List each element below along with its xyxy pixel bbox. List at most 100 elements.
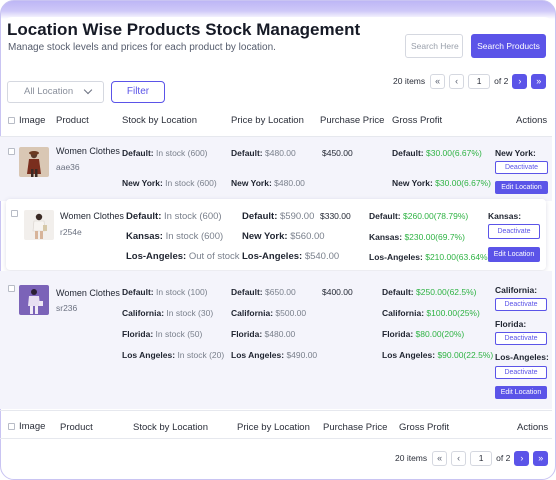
col-purchase-price: Purchase Price [323,422,388,433]
first-page-icon[interactable]: « [430,73,446,89]
product-image [19,147,49,177]
row-checkbox[interactable] [8,285,15,292]
edit-location-button[interactable]: Edit Location [495,386,547,399]
price-location: Los Angeles: [231,350,285,360]
select-all-checkbox-footer[interactable] [8,423,15,430]
product-name: Women Clothes [60,211,124,221]
table-row [0,137,552,201]
stock-entry: Default: In stock (600) [126,211,222,222]
price-value: $490.00 [286,350,318,360]
table-row-highlighted [6,199,546,270]
stock-value: Out of stock [188,251,240,262]
row-checkbox[interactable] [11,210,18,217]
profit-entry: Default: $30.00(6.67%) [392,148,482,158]
price-entry: California: $500.00 [231,308,306,318]
price-value: $500.00 [275,308,307,318]
col-image: Image [19,115,46,126]
profit-entry: New York: $30.00(6.67%) [392,178,491,188]
price-value: $480.00 [264,329,296,339]
profit-entry: Default: $260.00(78.79%) [369,211,468,221]
price-value: $480.00 [265,148,296,158]
header-divider [0,136,552,137]
price-location: California: [231,308,274,318]
last-page-icon[interactable]: » [531,73,547,89]
purchase-price: $330.00 [320,211,351,221]
page-number-input[interactable]: 1 [468,73,491,89]
profit-entry: California: $100.00(25%) [382,308,480,318]
col-stock: Stock by Location [122,115,197,126]
profit-location: Florida: [382,329,414,339]
next-page-icon[interactable]: › [512,73,528,89]
prev-page-icon[interactable]: ‹ [449,73,465,89]
edit-location-button[interactable]: Edit Location [488,247,540,262]
item-count: 20 items [395,453,428,463]
last-page-icon[interactable]: » [533,450,549,466]
price-entry: Default: $480.00 [231,148,296,158]
stock-entry: Los Angeles: In stock (20) [122,350,224,360]
purchase-price: $400.00 [322,287,353,297]
price-location: New York: [231,178,272,188]
product-sku: aae36 [56,162,80,172]
profit-entry: Florida: $80.00(20%) [382,329,464,339]
prev-page-icon[interactable]: ‹ [451,450,467,466]
deactivate-button[interactable]: Deactivate [495,161,548,174]
purchase-price: $450.00 [322,148,353,158]
search-input[interactable] [405,34,463,58]
filter-button[interactable]: Filter [111,81,165,103]
page-title: Location Wise Products Stock Management [7,20,361,39]
location-select-value: All Location [24,86,74,97]
edit-location-button[interactable]: Edit Location [495,181,548,194]
col-actions: Actions [517,422,549,433]
page-total: of 2 [494,76,509,86]
item-count: 20 items [393,76,426,86]
row-checkbox[interactable] [8,148,15,155]
search-products-button[interactable]: Search Products [471,34,546,58]
first-page-icon[interactable]: « [432,450,448,466]
price-entry: Los-Angeles: $540.00 [242,251,339,262]
action-location-label: Florida: [495,319,527,329]
price-location: New York: [242,231,288,242]
stock-entry: Florida: In stock (50) [122,329,202,339]
location-select[interactable]: All Location [7,81,104,103]
product-name: Women Clothes [56,288,120,298]
profit-value: $100.00(25%) [426,308,480,318]
action-location-label: California: [495,285,538,295]
col-product: Product [56,115,89,126]
stock-location: Los Angeles: [122,350,176,360]
price-location: Los-Angeles: [242,251,303,262]
price-entry: Default: $590.00 [242,211,314,222]
stock-value: In stock (100) [156,287,208,297]
profit-value: $30.00(6.67%) [426,148,482,158]
stock-value: In stock (600) [156,148,208,158]
col-actions: Actions [516,115,548,126]
stock-entry: Kansas: In stock (600) [126,231,223,242]
deactivate-button[interactable]: Deactivate [495,332,547,345]
pagination-top: 20 items « ‹ 1 of 2 › » [393,73,550,89]
stock-entry: Default: In stock (600) [122,148,208,158]
next-page-icon[interactable]: › [514,450,530,466]
stock-location: Default: [122,287,154,297]
select-all-checkbox[interactable] [8,117,15,124]
profit-location: Kansas: [369,232,403,242]
profit-location: Los Angeles: [382,350,436,360]
stock-value: In stock (600) [165,178,217,188]
deactivate-button[interactable]: Deactivate [488,224,540,239]
stock-entry: California: In stock (30) [122,308,213,318]
action-location-label: Kansas: [488,211,522,221]
stock-location: Florida: [122,329,154,339]
profit-location: Default: [382,287,414,297]
price-location: Default: [242,211,278,222]
page-number-input[interactable]: 1 [470,450,493,466]
price-entry: New York: $480.00 [231,178,305,188]
product-name: Women Clothes [56,146,120,156]
footer-divider-2 [0,438,552,439]
profit-entry: Los-Angeles: $210.00(63.64%) [369,252,490,262]
deactivate-button[interactable]: Deactivate [495,298,547,311]
price-location: Florida: [231,329,263,339]
stock-entry: Los-Angeles: Out of stock [126,251,240,262]
price-entry: New York: $560.00 [242,231,325,242]
col-gross-profit: Gross Profit [399,422,450,433]
chevron-down-icon [83,85,93,95]
stock-value: In stock (50) [155,329,203,339]
deactivate-button[interactable]: Deactivate [495,366,547,379]
